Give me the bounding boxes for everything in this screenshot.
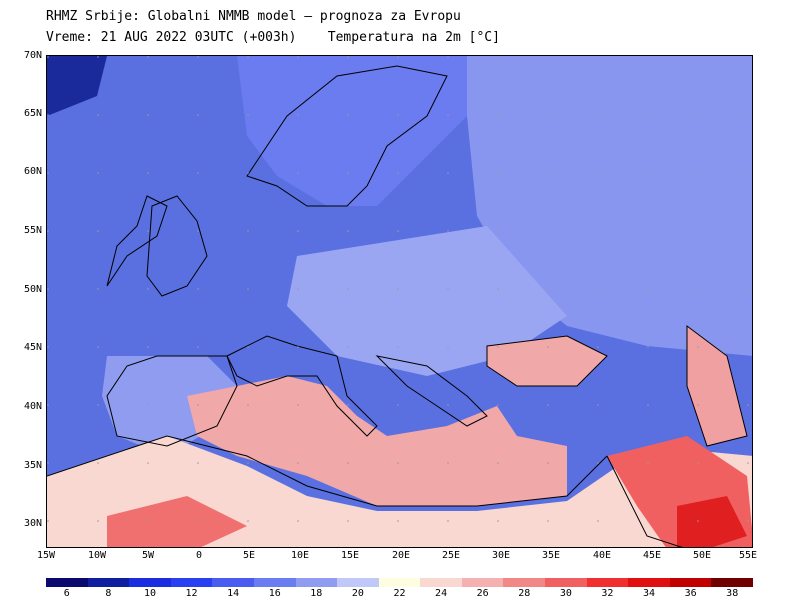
lat-label: 50N <box>23 284 42 295</box>
legend-swatch <box>253 578 296 587</box>
legend-swatch <box>87 578 130 587</box>
chart-title: RHMZ Srbije: Globalni NMMB model — progn… <box>46 9 461 24</box>
legend-swatch <box>503 578 546 587</box>
lat-label: 70N <box>23 50 42 61</box>
lon-label: 25E <box>441 550 461 561</box>
lat-label: 55N <box>23 225 42 236</box>
lon-label: 50E <box>692 550 712 561</box>
legend-label: 18 <box>310 588 323 599</box>
legend-swatch <box>711 578 754 587</box>
lon-label: 40E <box>592 550 612 561</box>
lon-label: 15W <box>36 550 56 561</box>
legend-swatch <box>170 578 213 587</box>
lat-label: 35N <box>23 460 42 471</box>
legend-swatch <box>129 578 172 587</box>
valid-time: Vreme: 21 AUG 2022 03UTC (+003h) <box>46 30 297 45</box>
legend-swatch <box>586 578 629 587</box>
legend-swatch <box>337 578 380 587</box>
legend-swatch <box>628 578 671 587</box>
lat-label: 65N <box>23 108 42 119</box>
legend-label: 34 <box>642 588 656 599</box>
color-legend <box>46 578 754 587</box>
legend-label: 24 <box>435 588 448 599</box>
lon-label: 55E <box>738 550 758 561</box>
legend-swatch <box>461 578 504 587</box>
legend-label: 38 <box>726 588 739 599</box>
legend-swatch <box>669 578 712 587</box>
legend-label: 14 <box>227 588 240 599</box>
legend-label: 22 <box>393 588 406 599</box>
lon-label: 30E <box>491 550 511 561</box>
lon-label: 5W <box>141 550 155 561</box>
legend-swatch <box>420 578 463 587</box>
variable-name: Temperatura na 2m [°C] <box>327 30 500 45</box>
lat-label: 45N <box>23 342 42 353</box>
legend-label: 8 <box>105 588 112 599</box>
lon-label: 10W <box>87 550 107 561</box>
chart-subtitle: Vreme: 21 AUG 2022 03UTC (+003h) Tempera… <box>46 30 500 46</box>
legend-label: 20 <box>351 588 364 599</box>
legend-label: 28 <box>518 588 531 599</box>
map-svg <box>47 56 752 547</box>
lat-label: 30N <box>23 518 42 529</box>
lon-label: 20E <box>391 550 411 561</box>
legend-label: 6 <box>63 588 70 599</box>
legend-swatch <box>378 578 421 587</box>
lon-label: 45E <box>642 550 662 561</box>
legend-label: 10 <box>143 588 156 599</box>
legend-swatch <box>212 578 255 587</box>
temperature-map <box>46 55 753 548</box>
graticule <box>47 56 752 547</box>
lon-label: 15E <box>340 550 360 561</box>
legend-swatch <box>295 578 338 587</box>
legend-label: 32 <box>601 588 614 599</box>
legend-label: 12 <box>185 588 198 599</box>
legend-label: 16 <box>268 588 281 599</box>
lon-label: 5E <box>242 550 256 561</box>
lon-label: 0 <box>195 550 203 561</box>
legend-swatch <box>46 578 88 587</box>
lon-label: 35E <box>541 550 561 561</box>
legend-label: 26 <box>476 588 489 599</box>
legend-label: 30 <box>559 588 572 599</box>
lat-label: 40N <box>23 401 42 412</box>
lon-label: 10E <box>290 550 310 561</box>
lat-label: 60N <box>23 166 42 177</box>
legend-label: 36 <box>684 588 697 599</box>
legend-swatch <box>545 578 588 587</box>
